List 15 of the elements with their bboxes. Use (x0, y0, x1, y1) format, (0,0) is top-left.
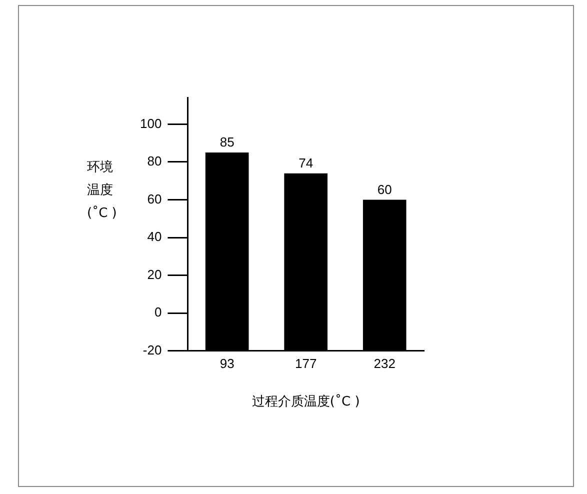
y-tick-label: 100 (140, 116, 162, 131)
x-tick-label: 177 (294, 356, 317, 372)
y-tick-label: 20 (147, 266, 162, 282)
data-label: 60 (377, 182, 392, 197)
data-label: 85 (220, 134, 234, 150)
x-tick-label: 232 (374, 356, 396, 372)
y-tick-label: -20 (142, 342, 162, 358)
y-tick-label: 80 (147, 154, 162, 169)
y-tick-label: 0 (154, 304, 162, 320)
y-tick-label: 60 (147, 191, 162, 206)
x-tick-label: 93 (220, 356, 234, 372)
y-axis-title: 环境温度(˚C ) (87, 159, 118, 223)
x-axis-title: 过程介质温度(˚C ) (252, 394, 360, 410)
data-label: 74 (298, 155, 314, 170)
y-tick-label: 40 (147, 229, 162, 244)
